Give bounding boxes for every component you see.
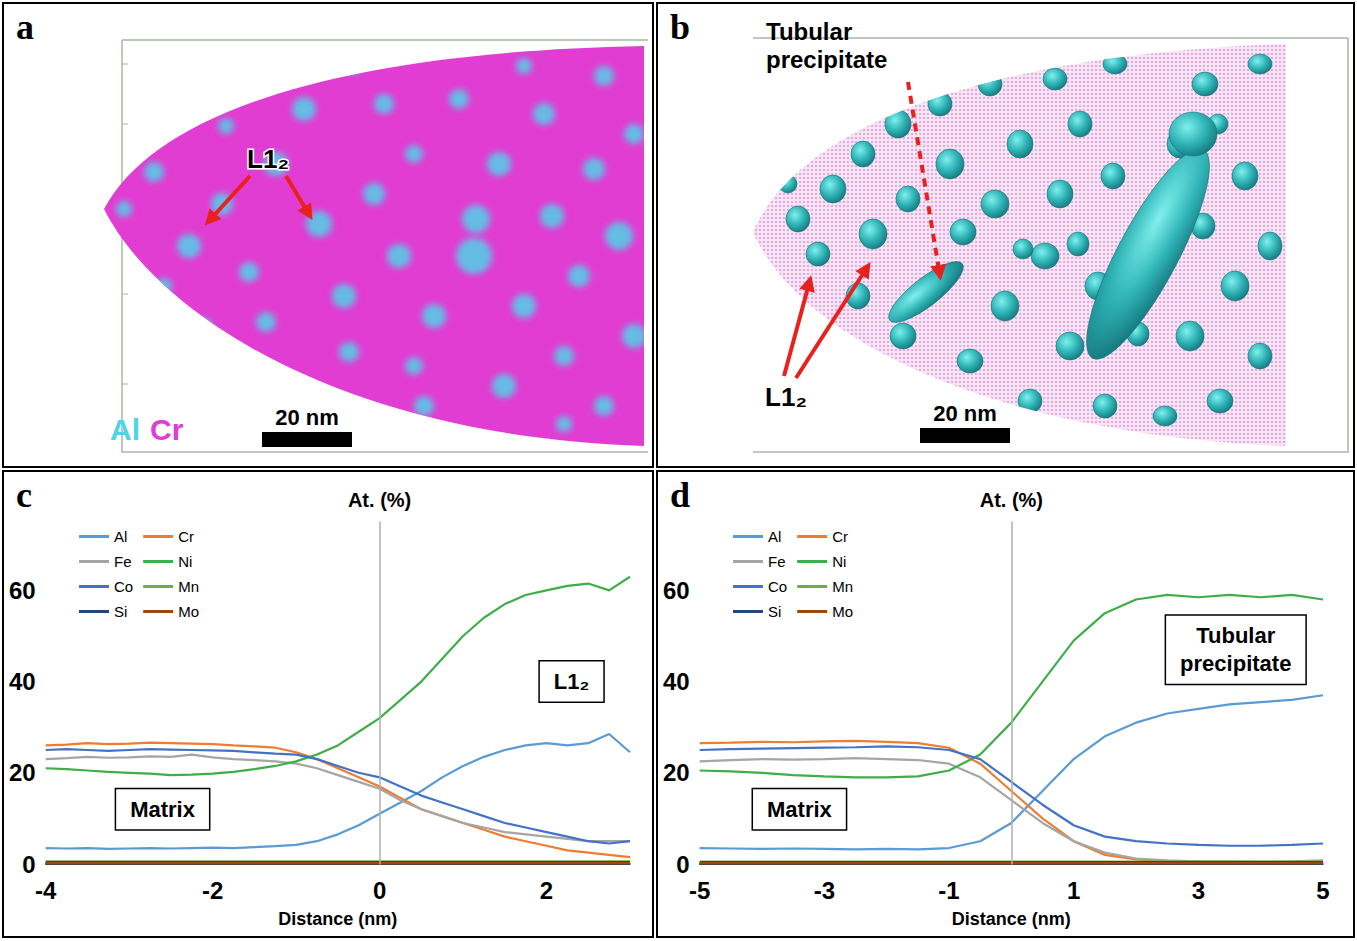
svg-text:-5: -5 — [689, 877, 710, 904]
html-text:b: b — [670, 7, 690, 47]
svg-text:20 nm: 20 nm — [275, 405, 339, 430]
svg-text:L1₂: L1₂ — [554, 669, 589, 694]
svg-text:20: 20 — [9, 759, 36, 786]
svg-text:-1: -1 — [938, 877, 959, 904]
svg-text:2: 2 — [540, 877, 553, 904]
svg-text:AlCr: AlCr — [110, 413, 184, 446]
svg-text:3: 3 — [1192, 877, 1205, 904]
svg-text:Mn: Mn — [832, 578, 853, 595]
svg-text:0: 0 — [22, 851, 35, 878]
svg-text:5: 5 — [1316, 877, 1329, 904]
svg-text:40: 40 — [9, 668, 36, 695]
svg-text:Ni: Ni — [832, 553, 846, 570]
html-text:a: a — [16, 7, 34, 47]
svg-text:Fe: Fe — [114, 553, 132, 570]
svg-text:1: 1 — [1067, 877, 1080, 904]
svg-text:Distance (nm): Distance (nm) — [278, 909, 397, 929]
svg-text:40: 40 — [663, 668, 690, 695]
svg-text:Mo: Mo — [178, 603, 199, 620]
svg-text:-2: -2 — [202, 877, 223, 904]
svg-text:L1₂: L1₂ — [247, 144, 289, 174]
svg-text:60: 60 — [663, 577, 690, 604]
svg-text:At. (%): At. (%) — [980, 489, 1043, 511]
svg-text:Mn: Mn — [178, 578, 199, 595]
svg-text:Co: Co — [768, 578, 787, 595]
svg-text:At. (%): At. (%) — [348, 489, 411, 511]
svg-text:L1₂: L1₂ — [765, 382, 807, 412]
svg-text:0: 0 — [373, 877, 386, 904]
svg-text:Ni: Ni — [178, 553, 192, 570]
svg-text:Fe: Fe — [768, 553, 786, 570]
svg-text:Si: Si — [768, 603, 781, 620]
html-text:c: c — [16, 475, 32, 515]
svg-text:precipitate: precipitate — [1180, 651, 1291, 676]
svg-text:Co: Co — [114, 578, 133, 595]
svg-text:Mo: Mo — [832, 603, 853, 620]
svg-text:20 nm: 20 nm — [933, 401, 997, 426]
svg-text:-4: -4 — [35, 877, 57, 904]
svg-text:Cr: Cr — [832, 528, 848, 545]
svg-text:0: 0 — [676, 851, 689, 878]
svg-text:Al: Al — [114, 528, 127, 545]
svg-text:Si: Si — [114, 603, 127, 620]
svg-text:20: 20 — [663, 759, 690, 786]
svg-text:Al: Al — [768, 528, 781, 545]
svg-text:60: 60 — [9, 577, 36, 604]
svg-text:Matrix: Matrix — [130, 797, 196, 822]
svg-text:Matrix: Matrix — [767, 797, 833, 822]
svg-text:Cr: Cr — [178, 528, 194, 545]
svg-text:Distance (nm): Distance (nm) — [952, 909, 1071, 929]
html-text:d: d — [670, 475, 690, 515]
svg-text:-3: -3 — [814, 877, 835, 904]
svg-text:Tubular: Tubular — [1196, 623, 1275, 648]
svg-text:Tubularprecipitate: Tubularprecipitate — [766, 18, 887, 73]
